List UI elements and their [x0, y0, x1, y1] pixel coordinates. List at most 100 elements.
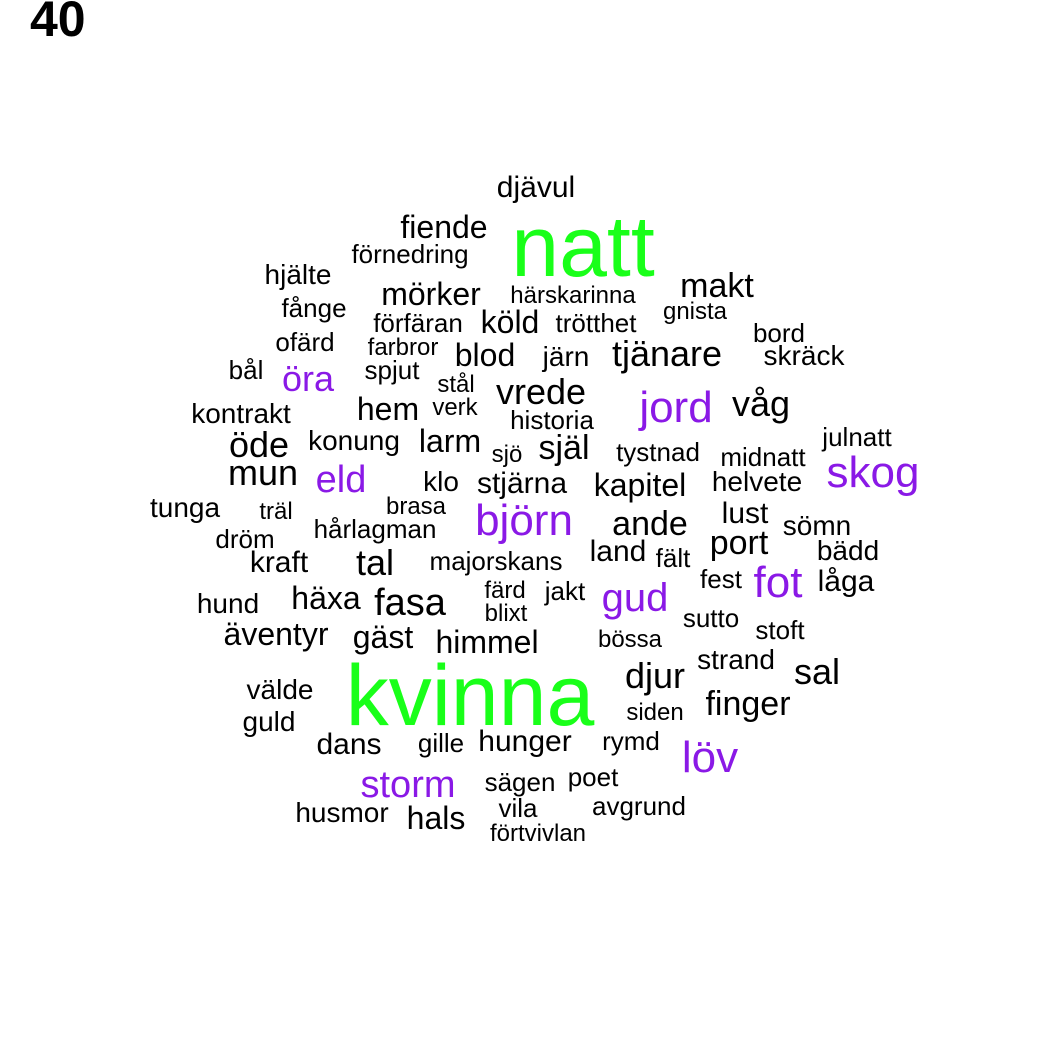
word-cloud-word: kapitel	[593, 467, 687, 503]
word-cloud-word: gäst	[352, 619, 414, 655]
word-cloud-word: hjälte	[264, 259, 332, 290]
word-cloud-word: husmor	[295, 797, 389, 828]
word-cloud-word: finger	[705, 685, 791, 723]
word-cloud-word: sägen	[484, 767, 556, 797]
word-cloud-word: själ	[538, 429, 590, 467]
word-cloud-word: tystnad	[616, 437, 700, 467]
word-cloud-word: öra	[281, 358, 335, 399]
word-cloud-word: björn	[475, 496, 573, 545]
word-cloud-word: historia	[510, 405, 594, 435]
word-cloud-word: fånge	[281, 293, 347, 323]
word-cloud-word: jakt	[544, 576, 586, 606]
word-cloud-word: mörker	[381, 276, 481, 312]
word-cloud-word: bädd	[816, 535, 880, 566]
word-cloud-word: fasa	[374, 582, 446, 624]
word-cloud-word: majorskans	[429, 546, 563, 576]
word-cloud-word: bord	[752, 318, 806, 348]
word-cloud-word: hals	[406, 800, 466, 836]
word-cloud-word: skräck	[763, 340, 845, 371]
word-cloud-word: helvete	[711, 466, 803, 497]
word-cloud-word: kontrakt	[191, 398, 291, 429]
word-cloud-word: stjärna	[476, 467, 568, 500]
word-cloud-word: förtvivlan	[489, 820, 587, 847]
word-cloud-word: storm	[360, 764, 456, 806]
word-cloud-word: dröm	[215, 524, 275, 554]
word-cloud-word: häxa	[291, 580, 361, 616]
word-cloud-word: eld	[315, 459, 367, 501]
word-cloud-word: stål	[437, 371, 475, 398]
word-cloud-word: sjö	[491, 441, 523, 468]
word-cloud-word: brasa	[385, 493, 447, 520]
word-cloud-word: jord	[639, 383, 713, 432]
word-cloud-word: kraft	[249, 546, 309, 579]
word-cloud-word: våg	[731, 383, 791, 424]
word-cloud-word: gille	[417, 728, 465, 758]
word-cloud-word: ande	[612, 505, 688, 543]
word-cloud-word: låga	[817, 565, 875, 598]
word-cloud-word: poet	[567, 762, 619, 792]
word-cloud-word: hem	[356, 391, 420, 427]
word-cloud-word: sömn	[782, 510, 852, 541]
word-cloud-word: djur	[624, 655, 686, 696]
word-cloud-word: rymd	[602, 726, 660, 756]
word-cloud-word: farbror	[367, 334, 439, 361]
word-cloud-word: förfäran	[373, 308, 463, 338]
word-cloud-word: tal	[355, 542, 395, 583]
word-cloud-word: sal	[793, 651, 841, 692]
word-cloud-word: klo	[423, 466, 459, 497]
word-cloud-word: dans	[316, 728, 382, 761]
word-cloud-word: vila	[498, 793, 538, 823]
word-cloud-word: guld	[242, 706, 296, 737]
word-cloud-word: järn	[542, 341, 590, 372]
word-cloud-word: hårlagman	[313, 514, 437, 544]
word-cloud-word: träl	[259, 498, 293, 525]
word-cloud-word: fiende	[400, 209, 488, 245]
word-cloud-word: fot	[753, 558, 803, 607]
word-cloud-word: fält	[655, 543, 691, 573]
word-cloud-word: julnatt	[822, 422, 892, 452]
word-cloud-word: port	[709, 524, 769, 562]
word-cloud-word: gnista	[662, 298, 728, 325]
word-cloud-word: sutto	[682, 603, 740, 633]
word-cloud-word: trötthet	[555, 308, 637, 338]
word-cloud-word: blixt	[484, 600, 528, 627]
word-cloud-word: siden	[626, 699, 684, 726]
word-cloud-word: kvinna	[345, 648, 595, 744]
word-cloud-word: land	[589, 535, 647, 568]
word-cloud-word: blod	[454, 337, 516, 373]
word-cloud-word: tunga	[149, 492, 221, 523]
word-cloud-word: strand	[697, 644, 775, 675]
word-cloud-word: stoft	[755, 615, 805, 645]
word-cloud-word: löv	[681, 733, 739, 782]
word-cloud-word: lust	[721, 497, 769, 530]
word-cloud-word: bössa	[597, 626, 663, 653]
word-cloud-word: vrede	[495, 371, 587, 412]
word-cloud-word: verk	[432, 394, 478, 421]
word-cloud-word: förnedring	[351, 239, 469, 269]
word-cloud-word: härskarinna	[510, 282, 636, 309]
word-cloud-word: öde	[228, 424, 290, 465]
word-cloud-word: ofärd	[275, 327, 335, 357]
panel-number: 40	[30, 0, 86, 47]
word-cloud-word: avgrund	[592, 791, 686, 821]
word-cloud-word: köld	[480, 304, 540, 340]
word-cloud-word: himmel	[435, 624, 539, 660]
word-cloud-word: spjut	[364, 355, 420, 385]
word-cloud-word: hund	[196, 588, 260, 619]
word-cloud-word: fest	[700, 564, 742, 594]
word-cloud-word: välde	[246, 674, 314, 705]
word-cloud-word: larm	[418, 423, 482, 459]
word-cloud-word: skog	[826, 448, 920, 497]
word-cloud-word: hunger	[478, 725, 572, 758]
word-cloud-word: färd	[484, 577, 526, 604]
word-cloud-word: djävul	[496, 171, 576, 204]
word-cloud-word: mun	[227, 452, 299, 493]
word-cloud-word: midnatt	[720, 442, 806, 472]
word-cloud-word: natt	[511, 199, 655, 295]
word-cloud-word: gud	[601, 576, 669, 620]
word-cloud-word: bål	[228, 355, 264, 385]
word-cloud-word: makt	[680, 267, 754, 305]
word-cloud-word: tjänare	[611, 333, 723, 374]
word-cloud-word: äventyr	[223, 616, 329, 652]
